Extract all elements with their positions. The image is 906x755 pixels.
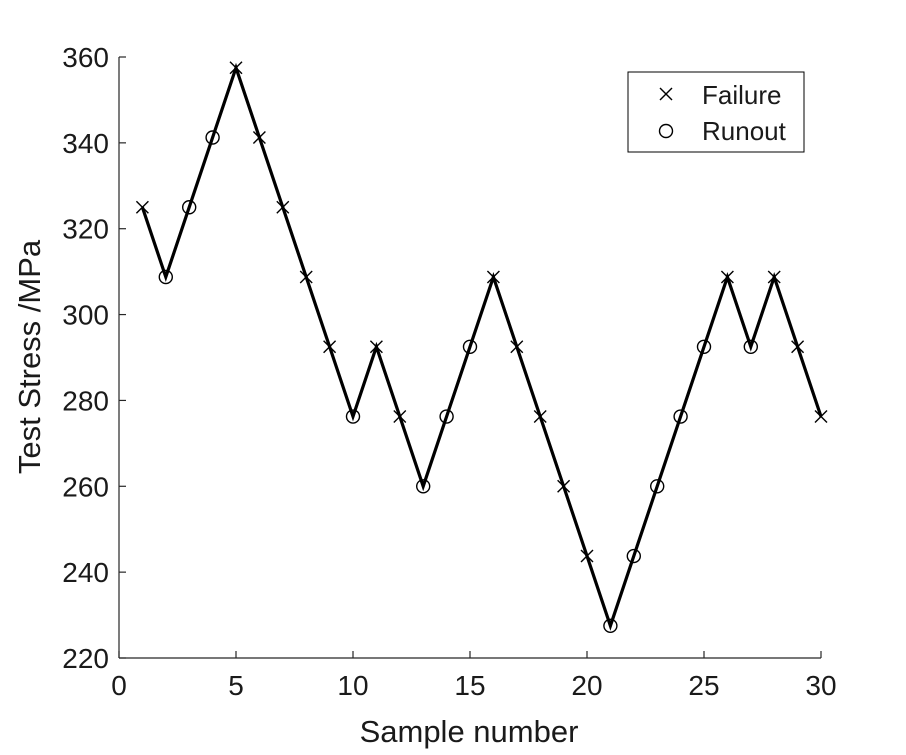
x-tick-label: 25: [688, 670, 719, 701]
runout-marker: [743, 339, 758, 354]
failure-marker-stroke: [767, 270, 781, 284]
legend-failure-marker: [659, 87, 673, 101]
failure-marker-stroke: [659, 87, 673, 101]
runout-marker: [158, 269, 174, 285]
failure-marker: [557, 479, 571, 493]
failure-marker-stroke: [580, 549, 594, 563]
x-tick-label: 10: [337, 670, 368, 701]
failure-marker: [252, 130, 266, 144]
failure-marker-stroke: [720, 270, 734, 284]
legend-runout-label: Runout: [702, 116, 787, 146]
failure-marker: [299, 270, 313, 284]
legend: Failure Runout: [627, 71, 805, 153]
failure-marker: [814, 410, 828, 424]
x-tick-label: 5: [228, 670, 244, 701]
legend-failure-label: Failure: [702, 80, 781, 110]
runout-marker: [603, 618, 618, 634]
y-tick-label: 280: [62, 385, 109, 416]
y-tick-label: 300: [62, 300, 109, 331]
failure-marker: [767, 270, 781, 284]
failure-marker-stroke: [299, 270, 313, 284]
legend-runout-marker: [658, 123, 674, 139]
runout-marker: [345, 409, 361, 424]
failure-marker-stroke: [486, 270, 500, 284]
runout-marker: [626, 548, 641, 564]
failure-marker: [510, 340, 524, 354]
failure-marker: [580, 549, 594, 563]
y-tick-label: 260: [62, 471, 109, 502]
marker-group: [135, 61, 828, 634]
failure-marker-stroke: [533, 410, 547, 424]
failure-marker: [533, 410, 547, 424]
failure-marker-stroke: [252, 130, 266, 144]
failure-marker: [135, 200, 149, 214]
series-line-group: [140, 62, 823, 631]
legend-box: [627, 71, 805, 153]
failure-marker: [720, 270, 734, 284]
y-tick-label: 220: [62, 643, 109, 674]
x-tick-label: 20: [571, 670, 602, 701]
failure-marker-stroke: [135, 200, 149, 214]
failure-marker: [229, 61, 243, 75]
failure-marker: [323, 340, 337, 354]
failure-marker-stroke: [393, 410, 407, 424]
x-tick-label: 15: [454, 670, 485, 701]
failure-marker-stroke: [510, 340, 524, 354]
x-tick-label: 30: [805, 670, 836, 701]
failure-marker: [369, 340, 383, 354]
failure-marker-stroke: [276, 200, 290, 214]
series-line: [140, 62, 823, 631]
failure-marker-stroke: [229, 61, 243, 75]
runout-marker: [181, 200, 197, 215]
failure-marker-stroke: [814, 410, 828, 424]
failure-marker: [486, 270, 500, 284]
failure-marker: [791, 340, 805, 354]
runout-marker: [650, 479, 665, 494]
legend-x-symbol: [659, 87, 673, 101]
failure-marker: [276, 200, 290, 214]
failure-marker-stroke: [557, 479, 571, 493]
failure-marker-stroke: [323, 340, 337, 354]
runout-marker: [416, 479, 431, 494]
failure-marker: [393, 410, 407, 424]
runout-marker: [205, 130, 220, 145]
y-tick-label: 360: [62, 42, 109, 73]
y-axis-title: Test Stress /MPa: [12, 239, 47, 474]
runout-marker: [673, 409, 688, 424]
y-tick-label: 240: [62, 557, 109, 588]
y-tick-label: 340: [62, 128, 109, 159]
runout-marker: [462, 339, 478, 354]
legend-o-symbol: [658, 123, 674, 139]
x-tick-label: 0: [111, 670, 127, 701]
failure-marker-stroke: [791, 340, 805, 354]
runout-marker: [439, 409, 454, 424]
runout-marker: [696, 339, 712, 354]
y-tick-label: 320: [62, 214, 109, 245]
axes: 0 5 10 15 20 25 30 220 240 260 280 300 320 340 360: [62, 42, 836, 701]
x-axis-title: Sample number: [360, 714, 579, 749]
failure-marker-stroke: [369, 340, 383, 354]
